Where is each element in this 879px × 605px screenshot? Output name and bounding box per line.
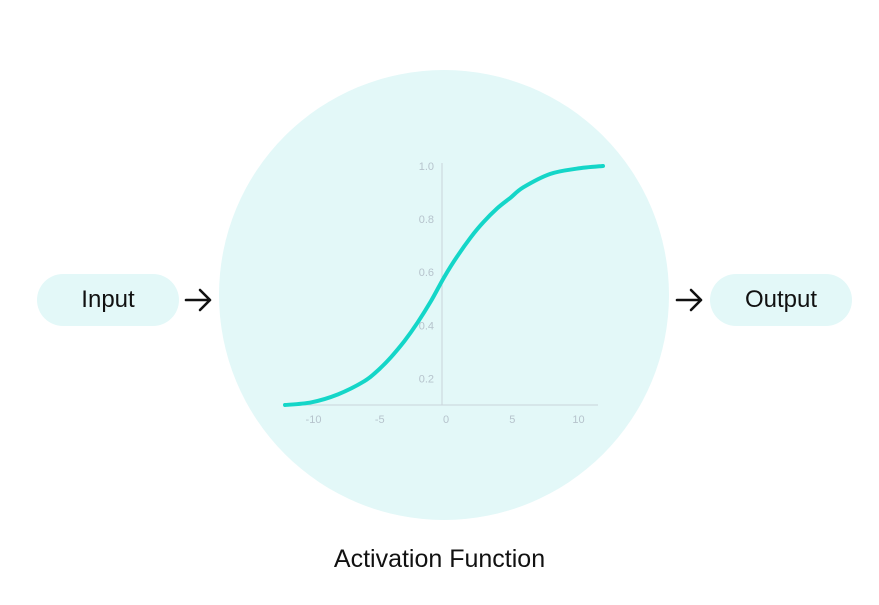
x-tick-label: 10	[572, 414, 584, 426]
plot-ticks: -10 -5 0 5 10 0.2 0.4 0.6 0.8 1.0	[306, 161, 585, 426]
output-label: Output	[744, 286, 818, 313]
input-label: Input	[81, 286, 135, 313]
right-arrow-icon	[184, 288, 212, 312]
x-tick-label: 5	[509, 414, 515, 426]
sigmoid-curve	[283, 164, 605, 407]
diagram-caption: Activation Function	[333, 545, 546, 573]
y-tick-label: 0.4	[419, 320, 434, 332]
input-node: Input	[37, 274, 179, 326]
right-arrow-icon	[675, 288, 703, 312]
x-tick-label: -5	[375, 414, 385, 426]
output-node: Output	[710, 274, 852, 326]
x-tick-label: 0	[443, 414, 449, 426]
y-tick-label: 0.6	[419, 267, 434, 279]
y-tick-label: 0.8	[419, 214, 434, 226]
y-tick-label: 0.2	[419, 373, 434, 385]
activation-circle	[219, 70, 669, 520]
x-tick-label: -10	[306, 414, 322, 426]
y-tick-label: 1.0	[419, 161, 434, 173]
